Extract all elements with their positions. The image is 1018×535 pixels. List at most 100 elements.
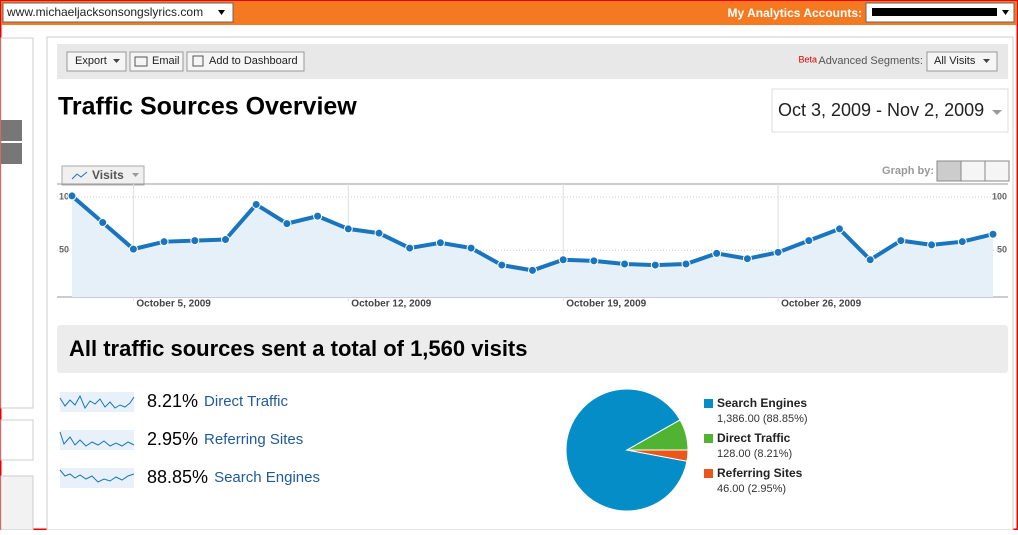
line-chart: October 5, 2009 October 12, 2009 October 1… [57, 184, 1008, 310]
source-name[interactable]: Search Engines [214, 469, 320, 486]
pie-slice [626, 449, 689, 462]
legend-swatch [704, 434, 713, 443]
source-name[interactable]: Referring Sites [204, 431, 303, 448]
source-row: 8.21% Direct Traffic [147, 391, 288, 411]
sidebar-tab[interactable] [1, 120, 22, 141]
point [712, 248, 722, 258]
graph-day[interactable] [936, 160, 962, 182]
point [221, 235, 230, 245]
dashboard-button[interactable] [186, 51, 305, 72]
metric-icon [71, 171, 88, 180]
point [128, 244, 138, 254]
metric-tab[interactable] [61, 165, 145, 186]
value-label: 46.00 (2.95%) [717, 483, 786, 495]
point [865, 255, 875, 265]
source-percent: 88.85% [147, 467, 208, 487]
point [804, 236, 814, 246]
point [589, 256, 599, 266]
point [835, 224, 844, 234]
source-name[interactable]: Direct Traffic [204, 393, 288, 410]
point [620, 259, 630, 269]
sidebar-box [0, 419, 34, 461]
segments-label: Advanced Segments: [818, 55, 923, 67]
sparkline-bg [60, 468, 134, 488]
date-range: Oct 3, 2009 - Nov 2, 2009 [778, 100, 984, 120]
sidebar-tab[interactable] [1, 143, 22, 164]
point [896, 236, 906, 246]
graph-by-label: Graph by: [882, 165, 934, 177]
dropdown-arrow [1002, 10, 1009, 15]
beta-label: Beta [798, 54, 817, 64]
x-tick-label: October 12, 2009 [351, 299, 431, 310]
pie-chart: Search Engines 1,386.00 (88.85%) Direct Tr… [565, 388, 808, 512]
point [927, 240, 937, 250]
dropdown-arrow [132, 173, 139, 177]
sparkline [59, 431, 135, 447]
dropdown-arrow [983, 59, 990, 63]
point [650, 260, 660, 270]
point [742, 254, 752, 264]
point [190, 236, 200, 246]
source-list: 8.21% Direct Traffic 2.95% Referring Sites 8… [147, 391, 320, 487]
point [558, 255, 568, 265]
dropdown-arrow [218, 10, 225, 15]
source-percent: 8.21% [147, 391, 198, 411]
segment-select[interactable] [926, 51, 998, 72]
export-button[interactable] [66, 51, 127, 72]
point [98, 218, 108, 228]
source-percent: 2.95% [147, 429, 198, 449]
point [773, 247, 783, 257]
sparkline [59, 394, 135, 410]
email-icon [134, 56, 148, 67]
point [282, 219, 292, 229]
button-label: Export [75, 55, 107, 67]
source-row: 88.85% Search Engines [147, 467, 320, 487]
point [159, 237, 169, 247]
graph-month[interactable] [984, 160, 1010, 182]
x-tick-label: October 19, 2009 [566, 299, 646, 310]
legend-label: Search Engines [717, 396, 807, 410]
point [528, 265, 537, 275]
sidebar [0, 37, 34, 409]
segment: All Visits [934, 55, 976, 67]
legend-swatch [704, 469, 713, 478]
point [405, 243, 415, 253]
y-tick-label: 50 [59, 245, 69, 255]
y-tick-label: 50 [997, 245, 1007, 255]
point [988, 229, 998, 239]
point [957, 237, 967, 247]
page-title: Traffic Sources Overview [58, 93, 357, 121]
point [313, 211, 323, 221]
legend-swatch [704, 399, 713, 408]
legend-label: Referring Sites [717, 466, 803, 480]
point [343, 224, 353, 234]
sidebar-box [0, 475, 34, 531]
redacted [872, 8, 997, 16]
y-tick-label: 100 [59, 191, 74, 201]
metric-label: Visits [92, 168, 124, 182]
button-label: Add to Dashboard [209, 55, 298, 67]
source-row: 2.95% Referring Sites [147, 429, 303, 449]
summary-bar [57, 325, 1008, 373]
date-picker[interactable] [771, 88, 1009, 133]
dashboard-icon [192, 55, 204, 67]
graph-week[interactable] [960, 160, 986, 182]
sparkline [59, 469, 135, 483]
point [374, 228, 384, 238]
url-select[interactable] [2, 2, 234, 23]
point [251, 199, 261, 209]
sparkline-bg [60, 430, 134, 450]
dropdown-arrow [113, 59, 120, 63]
x-tick-label: October 5, 2009 [136, 299, 211, 310]
value-label: 128.00 (8.21%) [717, 448, 792, 460]
url: www.michaeljacksonsongslyrics.com [6, 5, 203, 19]
accounts-label: My Analytics Accounts: [728, 6, 862, 20]
value-label: 1,386.00 (88.85%) [717, 413, 808, 425]
point [435, 238, 445, 248]
y-tick-label: 100 [992, 191, 1007, 201]
point [497, 260, 507, 270]
point [67, 191, 77, 201]
point [466, 243, 476, 253]
